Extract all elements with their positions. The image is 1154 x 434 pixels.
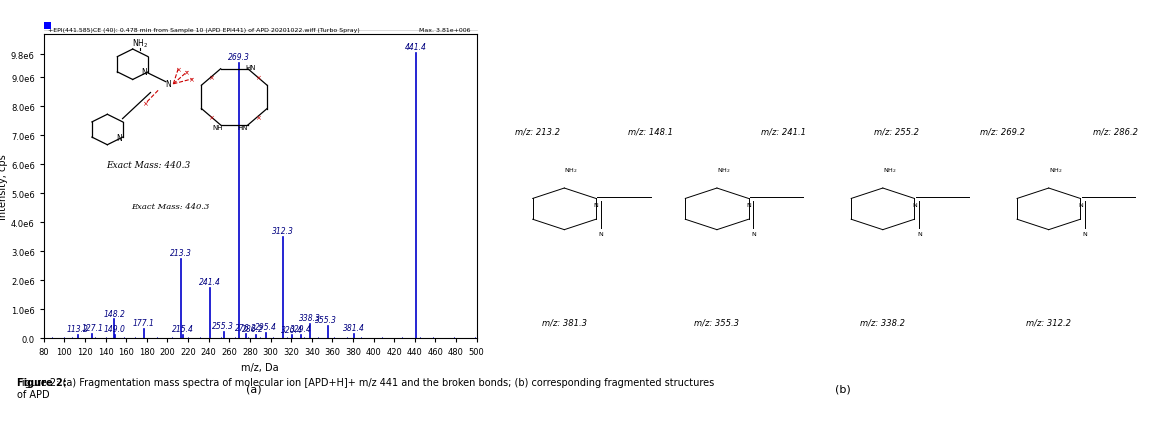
Text: m/z: 286.2: m/z: 286.2 — [1093, 127, 1138, 136]
Text: (b): (b) — [834, 384, 850, 394]
Text: m/z: 312.2: m/z: 312.2 — [1026, 318, 1071, 327]
Text: N: N — [912, 203, 916, 208]
Text: 276.2: 276.2 — [235, 323, 257, 332]
Text: ×: × — [208, 75, 213, 81]
Y-axis label: Intensity, cps: Intensity, cps — [0, 154, 8, 220]
Text: 329.4: 329.4 — [290, 324, 312, 333]
Text: N: N — [117, 133, 122, 142]
Text: Exact Mass: 440.3: Exact Mass: 440.3 — [132, 202, 210, 210]
Text: NH$_2$: NH$_2$ — [883, 166, 897, 174]
Text: m/z: 269.2: m/z: 269.2 — [980, 127, 1025, 136]
Text: Figure 2: (a) Fragmentation mass spectra of molecular ion [APD+H]+ m/z 441 and t: Figure 2: (a) Fragmentation mass spectra… — [17, 378, 714, 399]
Text: ×: × — [208, 115, 213, 121]
Text: 177.1: 177.1 — [133, 319, 155, 328]
Text: 213.3: 213.3 — [171, 248, 192, 257]
Text: NH: NH — [212, 125, 224, 131]
Text: 295.4: 295.4 — [255, 322, 277, 332]
Text: m/z: 148.1: m/z: 148.1 — [628, 127, 673, 136]
Text: Max. 3.81e+006: Max. 3.81e+006 — [419, 28, 471, 33]
Text: 269.3: 269.3 — [228, 53, 249, 62]
Text: N: N — [165, 80, 171, 89]
Text: HN: HN — [238, 125, 248, 131]
Text: 320.4: 320.4 — [280, 325, 302, 334]
Text: NH$_2$: NH$_2$ — [1049, 166, 1062, 174]
Text: m/z: 381.3: m/z: 381.3 — [542, 318, 586, 327]
Text: Exact Mass: 440.3: Exact Mass: 440.3 — [106, 161, 190, 169]
Text: N: N — [917, 232, 922, 237]
Text: Figure 2:: Figure 2: — [17, 378, 67, 388]
Text: ×: × — [188, 77, 194, 83]
Text: N: N — [747, 203, 751, 208]
Text: 149.0: 149.0 — [104, 325, 126, 334]
Text: HN: HN — [245, 64, 256, 70]
Text: 215.4: 215.4 — [172, 324, 194, 333]
Text: ×: × — [142, 101, 149, 107]
X-axis label: m/z, Da: m/z, Da — [241, 362, 279, 372]
Text: m/z: 355.3: m/z: 355.3 — [695, 318, 740, 327]
Text: N: N — [751, 232, 756, 237]
Text: NH$_2$: NH$_2$ — [133, 37, 149, 49]
Text: 113.2: 113.2 — [67, 325, 89, 334]
Text: m/z: 241.1: m/z: 241.1 — [760, 127, 805, 136]
Text: m/z: 255.2: m/z: 255.2 — [874, 127, 919, 136]
Text: 255.3: 255.3 — [211, 322, 233, 330]
Text: NH$_2$: NH$_2$ — [717, 166, 730, 174]
Text: N: N — [142, 68, 148, 77]
Text: 381.4: 381.4 — [344, 323, 366, 332]
Text: NH$_2$: NH$_2$ — [564, 166, 578, 174]
Text: ×: × — [255, 115, 261, 121]
Text: N: N — [1082, 232, 1087, 237]
Text: 148.2: 148.2 — [103, 309, 125, 318]
Text: (a): (a) — [246, 384, 262, 394]
Text: 286.2: 286.2 — [242, 324, 264, 333]
Text: m/z: 338.2: m/z: 338.2 — [861, 318, 905, 327]
Text: 127.1: 127.1 — [82, 324, 104, 333]
Text: ×: × — [183, 70, 189, 76]
Text: +EPI(441.585)CE (40): 0.478 min from Sample 10 (APD EPI441) of APD 20201022.wiff: +EPI(441.585)CE (40): 0.478 min from Sam… — [48, 28, 360, 33]
Text: m/z: 213.2: m/z: 213.2 — [516, 127, 560, 136]
Text: 441.4: 441.4 — [405, 43, 427, 52]
Text: 312.3: 312.3 — [272, 227, 294, 236]
Text: ×: × — [175, 66, 181, 72]
Text: N: N — [593, 203, 598, 208]
Text: N: N — [599, 232, 604, 237]
Text: ×: × — [255, 75, 261, 81]
Text: 355.3: 355.3 — [315, 316, 336, 325]
Text: 338.3: 338.3 — [299, 313, 321, 322]
Text: 241.4: 241.4 — [200, 277, 222, 286]
Text: N: N — [1078, 203, 1082, 208]
